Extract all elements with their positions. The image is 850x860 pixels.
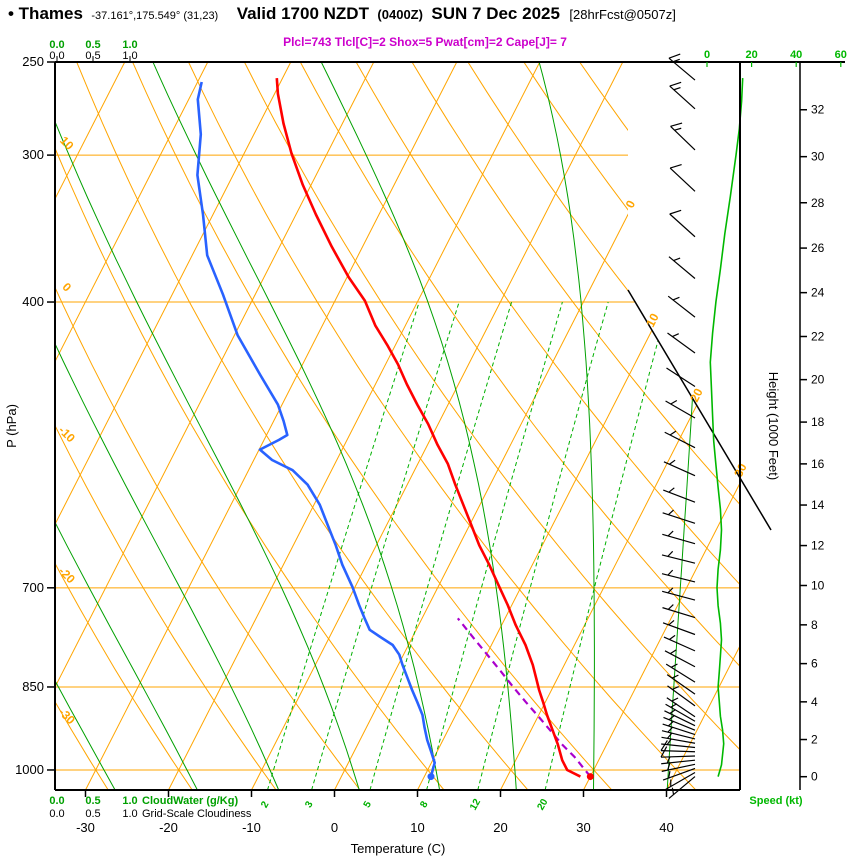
- cloudwater-label: CloudWater (g/Kg): [142, 795, 238, 807]
- svg-text:6: 6: [811, 657, 818, 671]
- pressure-axis: 250 300 400 700 850 1000 P (hPa): [4, 54, 55, 777]
- forecast-run-info: [28hrFcst@0507z]: [569, 7, 676, 22]
- svg-text:12: 12: [468, 797, 483, 813]
- temperature-axis-title: Temperature (C): [351, 841, 446, 856]
- svg-text:700: 700: [22, 580, 44, 595]
- valid-time-z: (0400Z): [377, 7, 423, 22]
- svg-text:2: 2: [811, 733, 818, 747]
- svg-text:32: 32: [811, 103, 825, 117]
- valid-time: Valid 1700 NZDT: [236, 4, 369, 23]
- svg-text:0.0: 0.0: [49, 39, 64, 51]
- parcel-curve: [456, 617, 592, 778]
- svg-text:20: 20: [745, 49, 757, 61]
- svg-text:30: 30: [811, 150, 825, 164]
- svg-text:0.5: 0.5: [85, 808, 100, 820]
- svg-text:-10: -10: [56, 423, 78, 445]
- svg-text:40: 40: [659, 820, 673, 835]
- svg-text:0.5: 0.5: [85, 39, 100, 51]
- surface-dewpoint-marker: [427, 773, 435, 781]
- svg-text:24: 24: [811, 286, 825, 300]
- station-name: • Thames: [8, 4, 83, 23]
- svg-text:10: 10: [57, 133, 77, 153]
- svg-text:8: 8: [811, 618, 818, 632]
- svg-text:0.5: 0.5: [85, 50, 100, 62]
- height-axis-title: Height (1000 Feet): [766, 372, 781, 480]
- plot-cut-line: [627, 289, 772, 531]
- dewpoint-curve: [196, 81, 436, 777]
- svg-text:1.0: 1.0: [122, 50, 137, 62]
- svg-text:250: 250: [22, 54, 44, 69]
- svg-text:2: 2: [259, 799, 272, 810]
- svg-text:10: 10: [643, 311, 662, 330]
- svg-text:400: 400: [22, 294, 44, 309]
- svg-text:1.0: 1.0: [122, 795, 137, 807]
- svg-text:20: 20: [493, 820, 507, 835]
- svg-text:0.5: 0.5: [85, 795, 100, 807]
- svg-text:20: 20: [811, 373, 825, 387]
- svg-text:40: 40: [790, 49, 802, 61]
- svg-text:0: 0: [623, 198, 639, 211]
- svg-text:20: 20: [535, 797, 550, 813]
- svg-text:10: 10: [811, 578, 825, 592]
- wind-speed-curve: [709, 78, 744, 777]
- pressure-axis-title: P (hPa): [4, 404, 19, 448]
- svg-text:-30: -30: [76, 820, 95, 835]
- svg-text:1000: 1000: [15, 762, 44, 777]
- svg-text:0: 0: [704, 49, 710, 61]
- surface-temperature-marker: [586, 773, 594, 781]
- svg-text:60: 60: [835, 49, 847, 61]
- svg-text:20: 20: [687, 386, 706, 405]
- wind-barbs: [660, 53, 696, 799]
- svg-text:0: 0: [60, 280, 75, 295]
- header: • Thames -37.161°,175.549° (31,23) Valid…: [8, 4, 846, 24]
- svg-text:-20: -20: [56, 564, 78, 586]
- svg-text:16: 16: [811, 457, 825, 471]
- svg-text:18: 18: [811, 415, 825, 429]
- svg-text:0.0: 0.0: [49, 808, 64, 820]
- cloudiness-label: Grid-Scale Cloudiness: [142, 808, 252, 820]
- grid-lines: [55, 62, 740, 790]
- cloud-scales: 0.00.00.00.00.50.50.50.51.01.01.01.0Clou…: [49, 39, 252, 820]
- temperature-axis: -30 -20 -10 0 10 20 30 40 Temperature (C): [76, 790, 674, 856]
- sounding-curves: [196, 78, 594, 781]
- svg-text:30: 30: [576, 820, 590, 835]
- svg-text:300: 300: [22, 147, 44, 162]
- svg-text:1.0: 1.0: [122, 808, 137, 820]
- svg-text:8: 8: [418, 799, 431, 810]
- speed-axis-title: Speed (kt): [749, 795, 803, 807]
- svg-text:10: 10: [410, 820, 424, 835]
- svg-text:12: 12: [811, 539, 825, 553]
- temperature-curve: [275, 78, 581, 778]
- svg-text:-10: -10: [242, 820, 261, 835]
- svg-text:14: 14: [811, 498, 825, 512]
- svg-text:0: 0: [811, 770, 818, 784]
- svg-text:28: 28: [811, 196, 825, 210]
- svg-text:5: 5: [362, 799, 375, 810]
- svg-text:0.0: 0.0: [49, 50, 64, 62]
- svg-text:26: 26: [811, 241, 825, 255]
- valid-date: SUN 7 Dec 2025: [431, 4, 560, 23]
- svg-text:1.0: 1.0: [122, 39, 137, 51]
- svg-text:-20: -20: [159, 820, 178, 835]
- plot-frame: [54, 61, 845, 791]
- svg-text:4: 4: [811, 695, 818, 709]
- svg-text:850: 850: [22, 679, 44, 694]
- svg-text:0.0: 0.0: [49, 795, 64, 807]
- svg-text:3: 3: [303, 799, 316, 810]
- svg-text:22: 22: [811, 329, 825, 343]
- station-coords: -37.161°,175.549° (31,23): [91, 10, 219, 22]
- svg-text:0: 0: [331, 820, 338, 835]
- stability-indices: Plcl=743 Tlcl[C]=2 Shox=5 Pwat[cm]=2 Cap…: [283, 35, 567, 49]
